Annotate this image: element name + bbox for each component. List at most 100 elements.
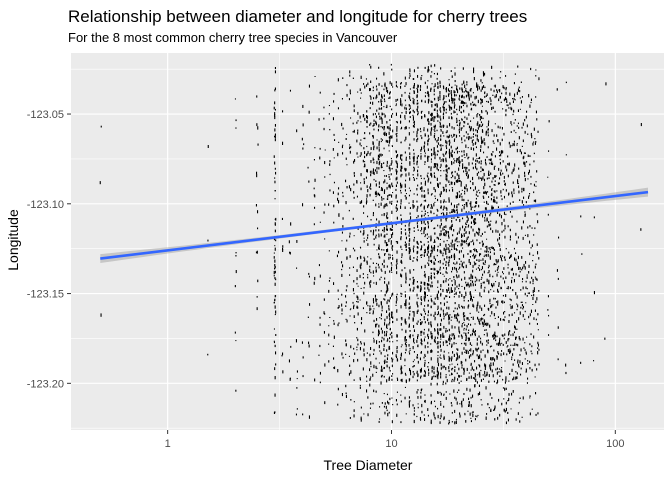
- data-point: [431, 334, 433, 338]
- data-point: [465, 88, 467, 90]
- data-point: [454, 287, 456, 291]
- data-point: [405, 282, 407, 284]
- data-point: [510, 334, 512, 336]
- data-point: [442, 281, 444, 283]
- data-point: [442, 334, 444, 338]
- data-point: [447, 261, 449, 264]
- data-point: [401, 103, 403, 107]
- data-point: [386, 215, 388, 218]
- data-point: [319, 274, 321, 278]
- data-point: [488, 177, 490, 179]
- data-point: [427, 408, 429, 411]
- data-point: [462, 104, 464, 107]
- data-point: [396, 161, 398, 164]
- data-point: [423, 331, 425, 335]
- data-point: [373, 97, 375, 100]
- data-point: [446, 306, 448, 310]
- data-point: [391, 266, 393, 269]
- data-point: [477, 301, 479, 304]
- data-point: [434, 127, 436, 130]
- data-point: [378, 330, 380, 334]
- data-point: [413, 83, 415, 86]
- data-point: [448, 93, 450, 97]
- data-point: [445, 279, 447, 283]
- data-point: [421, 313, 423, 316]
- data-point: [380, 351, 382, 355]
- data-point: [476, 354, 478, 357]
- data-point: [369, 95, 371, 97]
- y-tick-label: -123.20: [27, 378, 64, 390]
- data-point: [428, 244, 430, 248]
- data-point: [453, 229, 455, 232]
- data-point: [256, 296, 258, 298]
- data-point: [363, 343, 365, 346]
- data-point: [537, 341, 539, 345]
- data-point: [433, 203, 435, 207]
- data-point: [472, 303, 474, 306]
- data-point: [474, 384, 476, 388]
- data-point: [364, 137, 366, 140]
- data-point: [509, 102, 511, 104]
- data-point: [370, 65, 372, 69]
- data-point: [395, 112, 397, 116]
- data-point: [384, 234, 386, 238]
- data-point: [485, 130, 487, 134]
- data-point: [448, 358, 450, 362]
- data-point: [424, 163, 426, 165]
- data-point: [501, 334, 503, 337]
- data-point: [487, 134, 489, 137]
- data-point: [416, 160, 418, 164]
- data-point: [478, 279, 480, 282]
- data-point: [436, 208, 438, 211]
- data-point: [313, 281, 315, 285]
- data-point: [400, 128, 402, 130]
- data-point: [437, 355, 439, 357]
- data-point: [430, 181, 432, 184]
- data-point: [375, 324, 377, 328]
- data-point: [489, 300, 491, 303]
- data-point: [477, 121, 479, 124]
- data-point: [428, 94, 430, 98]
- data-point: [494, 297, 496, 300]
- data-point: [431, 365, 433, 369]
- data-point: [430, 166, 432, 169]
- data-point: [530, 101, 532, 104]
- data-point: [472, 352, 474, 356]
- data-point: [424, 195, 426, 198]
- data-point: [424, 274, 426, 277]
- data-point: [451, 243, 453, 246]
- data-point: [408, 194, 410, 197]
- data-point: [472, 411, 474, 413]
- data-point: [395, 223, 397, 226]
- data-point: [474, 96, 476, 100]
- data-point: [434, 108, 436, 111]
- data-point: [378, 329, 380, 333]
- data-point: [451, 211, 453, 213]
- data-point: [434, 83, 436, 86]
- data-point: [359, 155, 361, 157]
- data-point: [440, 110, 442, 113]
- data-point: [489, 248, 491, 251]
- data-point: [329, 277, 331, 279]
- data-point: [431, 153, 433, 157]
- data-point: [427, 314, 429, 317]
- data-point: [369, 353, 371, 357]
- data-point: [405, 243, 407, 246]
- data-point: [456, 314, 458, 317]
- data-point: [383, 113, 385, 115]
- data-point: [454, 183, 456, 186]
- data-point: [434, 163, 436, 167]
- data-point: [483, 172, 485, 177]
- data-point: [366, 115, 368, 120]
- data-point: [302, 123, 304, 127]
- data-point: [505, 87, 507, 89]
- data-point: [423, 328, 425, 331]
- data-point: [380, 153, 382, 157]
- x-tick-label: 100: [606, 438, 624, 450]
- data-point: [424, 134, 426, 137]
- data-point: [439, 91, 441, 95]
- data-point: [282, 248, 284, 250]
- data-point: [369, 88, 371, 92]
- data-point: [481, 404, 483, 406]
- data-point: [363, 240, 365, 243]
